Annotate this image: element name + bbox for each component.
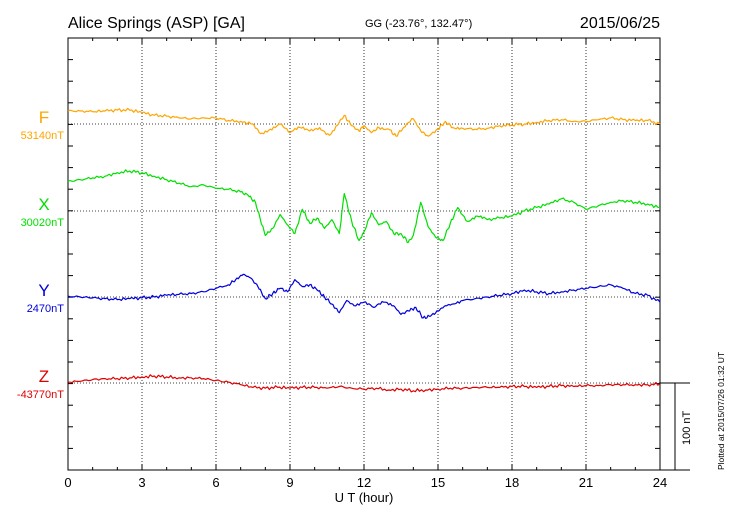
- x-tick-label: 18: [505, 475, 519, 490]
- series-line-f: [67, 107, 661, 137]
- component-label-y: Y: [38, 281, 49, 300]
- x-tick-label: 24: [653, 475, 667, 490]
- component-label-f: F: [39, 108, 49, 127]
- x-tick-label: 3: [138, 475, 145, 490]
- plotted-timestamp: Plotted at 2015/07/26 01:32 UT: [716, 352, 726, 470]
- x-tick-label: 6: [212, 475, 219, 490]
- date-label: 2015/06/25: [580, 15, 660, 32]
- scale-bar-label: 100 nT: [681, 410, 693, 445]
- component-label-z: Z: [39, 367, 49, 386]
- x-tick-labels: 0 3 6 9 12 15 18 21 24: [64, 475, 667, 490]
- x-tick-label: 15: [431, 475, 445, 490]
- x-tick-label: 21: [579, 475, 593, 490]
- grid: [68, 38, 660, 470]
- axis-ticks: [67, 37, 661, 470]
- series-line-z: [67, 374, 661, 393]
- component-label-x: X: [38, 195, 49, 214]
- series-line-x: [67, 169, 661, 244]
- baseline-value-f: 53140nT: [21, 130, 65, 142]
- coordinates-label: GG (-23.76°, 132.47°): [365, 18, 472, 30]
- x-tick-label: 0: [64, 475, 71, 490]
- baseline-value-x: 30020nT: [21, 217, 65, 229]
- x-tick-label: 9: [286, 475, 293, 490]
- series-line-y: [67, 273, 661, 320]
- baseline-value-y: 2470nT: [27, 303, 65, 315]
- series-group: [67, 107, 661, 393]
- scale-bar: 100 nT: [660, 382, 693, 471]
- x-axis-label: U T (hour): [335, 490, 394, 505]
- baseline-value-z: -43770nT: [17, 389, 64, 401]
- x-tick-label: 12: [357, 475, 371, 490]
- series-labels: F 53140nT X 30020nT Y 2470nT Z -43770nT: [17, 108, 64, 401]
- chart-title: Alice Springs (ASP) [GA]: [68, 15, 245, 32]
